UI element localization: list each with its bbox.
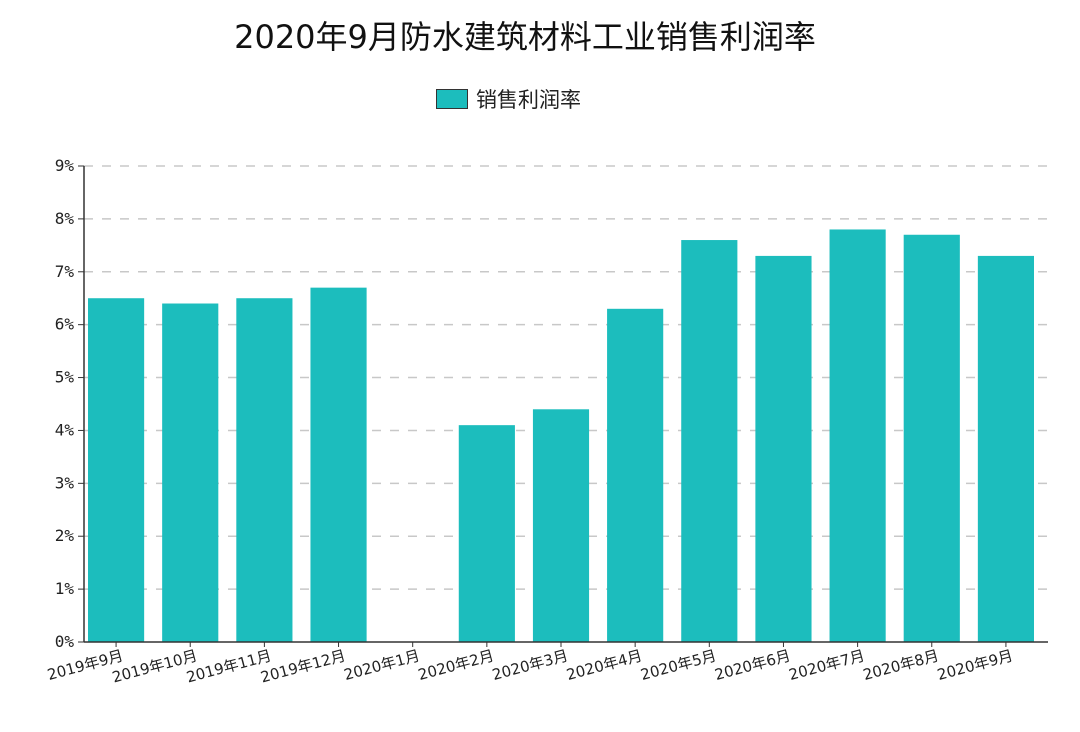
y-tick-label: 7% [55, 262, 75, 281]
x-tick-label: 2020年6月 [713, 646, 793, 684]
y-tick-label: 9% [55, 156, 75, 175]
bar [236, 298, 293, 642]
y-tick-label: 1% [55, 579, 75, 598]
y-tick-label: 4% [55, 420, 75, 439]
x-tick-label: 2020年9月 [935, 646, 1015, 684]
bar [903, 234, 960, 642]
bar [681, 240, 738, 643]
legend-label: 销售利润率 [476, 88, 581, 112]
bar [829, 229, 886, 642]
bar [755, 255, 812, 642]
x-tick-label: 2020年1月 [342, 646, 422, 684]
legend: 销售利润率 [436, 84, 581, 114]
x-tick-label: 2020年2月 [416, 646, 496, 684]
y-tick-label: 6% [55, 315, 75, 334]
y-tick-label: 3% [55, 473, 75, 492]
x-tick-label: 2019年10月 [110, 646, 199, 686]
x-tick-label: 2020年5月 [639, 646, 719, 684]
bar [162, 303, 219, 642]
chart-title: 2020年9月防水建筑材料工业销售利润率 [234, 18, 816, 56]
x-tick-label: 2020年4月 [564, 646, 644, 684]
y-tick-label: 5% [55, 368, 75, 387]
x-tick-label: 2020年3月 [490, 646, 570, 684]
x-tick-label: 2020年8月 [861, 646, 941, 684]
bar [977, 255, 1034, 642]
bar [88, 298, 145, 642]
bar [607, 308, 664, 642]
x-tick-label: 2019年12月 [259, 646, 348, 686]
bar [310, 287, 367, 642]
y-tick-label: 0% [55, 632, 75, 651]
y-tick-label: 8% [55, 209, 75, 228]
bar [532, 409, 590, 642]
bar [458, 425, 515, 642]
x-tick-label: 2020年7月 [787, 646, 867, 684]
x-tick-label: 2019年11月 [184, 646, 273, 686]
legend-swatch [436, 89, 468, 109]
y-tick-label: 2% [55, 526, 75, 545]
